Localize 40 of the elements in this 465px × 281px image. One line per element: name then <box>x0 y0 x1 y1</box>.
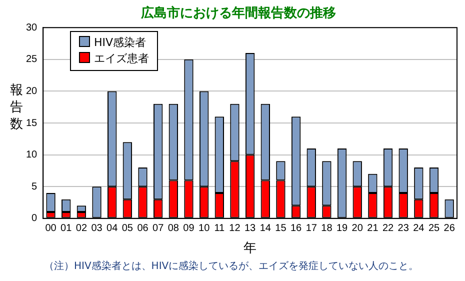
x-tick-label: 06 <box>137 223 149 234</box>
x-tick-label: 11 <box>214 223 226 234</box>
x-tick-label: 22 <box>382 223 394 234</box>
x-tick-label: 07 <box>152 223 164 234</box>
x-tick-label: 15 <box>275 223 287 234</box>
y-tick-label: 10 <box>26 150 38 161</box>
x-tick-label: 03 <box>91 223 103 234</box>
x-axis-title: 年 <box>244 240 257 255</box>
x-tick-label: 08 <box>168 223 180 234</box>
x-tick-label: 19 <box>336 223 348 234</box>
x-tick-label: 12 <box>229 223 241 234</box>
y-tick-label: 25 <box>26 54 38 66</box>
y-tick-label: 15 <box>26 118 38 129</box>
legend-label: HIV感染者 <box>94 36 146 49</box>
legend-label: エイズ患者 <box>94 52 149 65</box>
x-tick-label: 26 <box>444 223 456 234</box>
y-tick-label: 0 <box>32 213 38 224</box>
x-tick-label: 14 <box>260 223 272 234</box>
text: （注）HIV感染者とは、HIVに感染しているが、エイズを発症していない人のこと。 <box>44 260 419 273</box>
x-tick-label: 17 <box>306 223 318 234</box>
x-tick-label: 24 <box>413 223 425 234</box>
x-tick-label: 21 <box>367 223 379 234</box>
x-tick-label: 09 <box>183 223 195 234</box>
x-tick-label: 01 <box>60 223 72 234</box>
y-tick-label: 30 <box>26 22 38 34</box>
x-tick-label: 05 <box>122 223 134 234</box>
x-tick-label: 02 <box>76 223 88 234</box>
y-tick-label: 5 <box>32 181 38 192</box>
x-tick-label: 18 <box>321 223 333 234</box>
x-tick-label: 13 <box>244 223 256 234</box>
y-axis-title: 報告数 <box>10 82 24 133</box>
x-tick-label: 20 <box>352 223 364 234</box>
chart-title: 広島市における年間報告数の推移 <box>140 5 336 22</box>
x-tick-label: 16 <box>290 223 302 234</box>
x-tick-label: 23 <box>398 223 410 234</box>
x-tick-label: 00 <box>45 223 57 234</box>
x-tick-label: 10 <box>198 223 210 234</box>
x-tick-label: 25 <box>428 223 440 234</box>
x-tick-label: 04 <box>106 223 118 234</box>
y-tick-label: 20 <box>26 86 38 97</box>
